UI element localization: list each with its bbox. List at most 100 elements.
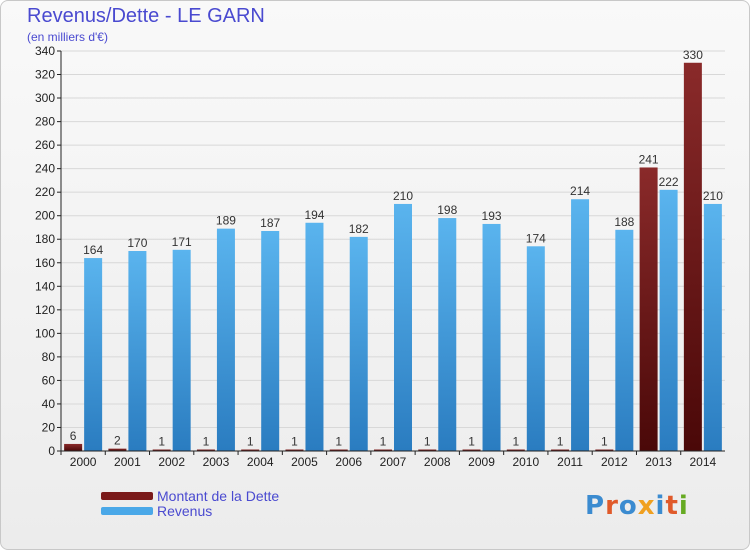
bar-revenue xyxy=(172,249,191,451)
data-label-revenue: 170 xyxy=(127,236,147,250)
bar-debt xyxy=(152,449,171,451)
x-tick-label: 2000 xyxy=(70,455,97,469)
y-tick-label: 280 xyxy=(35,115,55,129)
x-tick-label: 2014 xyxy=(690,455,717,469)
bar-revenue xyxy=(659,189,678,451)
y-tick-label: 80 xyxy=(42,350,56,364)
bar-debt xyxy=(506,449,525,451)
x-tick-label: 2011 xyxy=(557,455,583,469)
y-tick-label: 180 xyxy=(35,232,55,246)
y-tick-label: 60 xyxy=(42,373,56,387)
x-tick-label: 2005 xyxy=(291,455,318,469)
y-axis-ticks: 0 20 40 60 80 100 120 140 160 180 200 220 240 260 280 3… xyxy=(35,44,61,458)
legend-label-revenue: Revenus xyxy=(157,502,213,519)
x-tick-label: 2013 xyxy=(645,455,672,469)
data-label-revenue: 222 xyxy=(659,175,679,189)
y-tick-label: 220 xyxy=(35,185,55,199)
bar-revenue xyxy=(703,203,722,451)
data-label-revenue: 182 xyxy=(349,222,369,236)
data-labels: 6 164 2 170 1 171 1 189 1 187 1 194 1 182 1 210 1 198 1 193… xyxy=(70,48,723,449)
data-label-debt: 1 xyxy=(291,435,298,449)
y-tick-label: 260 xyxy=(35,138,55,152)
bar-revenue xyxy=(394,203,412,451)
data-label-debt: 6 xyxy=(70,429,77,443)
bar-debt xyxy=(329,449,348,451)
data-label-debt: 1 xyxy=(380,435,387,449)
bar-revenue xyxy=(349,236,368,451)
data-label-revenue: 210 xyxy=(703,189,723,203)
x-tick-label: 2006 xyxy=(335,455,362,469)
bar-revenue xyxy=(615,229,634,451)
bar-debt xyxy=(196,449,215,451)
data-label-revenue: 198 xyxy=(437,203,457,217)
x-tick-label: 2003 xyxy=(203,455,230,469)
bar-debt xyxy=(64,443,83,451)
data-label-debt: 1 xyxy=(512,435,519,449)
y-tick-label: 100 xyxy=(35,326,55,340)
logo-letter: x xyxy=(637,491,656,521)
x-axis-ticks: 2000 2001 2002 2003 2004 2005 2006 2007 2008 2009… xyxy=(60,451,717,469)
bar-revenue xyxy=(128,251,147,451)
bar-revenue xyxy=(84,258,103,451)
bar-debt xyxy=(374,449,392,451)
logo-letter: P xyxy=(585,491,606,521)
bar-debt xyxy=(683,62,702,451)
bar-debt xyxy=(462,449,481,451)
logo-letter: t xyxy=(665,491,679,521)
legend-item-revenue: Revenus xyxy=(101,502,279,519)
bar-revenue xyxy=(482,223,501,451)
data-label-debt: 1 xyxy=(468,435,475,449)
logo-letter: o xyxy=(618,491,638,521)
chart-title: Revenus/Dette - LE GARN xyxy=(27,5,265,27)
data-label-revenue: 193 xyxy=(482,209,502,223)
bar-revenue xyxy=(305,222,324,451)
proxiti-logo: Proxiti xyxy=(585,491,689,521)
data-label-debt: 2 xyxy=(114,434,121,448)
legend-label-debt: Montant de la Dette xyxy=(157,487,280,504)
data-label-revenue: 164 xyxy=(83,243,103,257)
legend: Montant de la Dette Revenus xyxy=(101,487,280,519)
x-tick-label: 2004 xyxy=(247,455,274,469)
bar-debt xyxy=(418,449,437,451)
bar-debt xyxy=(285,449,304,451)
chart-subtitle: (en milliers d'€) xyxy=(27,30,108,44)
bar-revenue xyxy=(438,218,457,451)
data-label-debt: 1 xyxy=(601,435,608,449)
bar-debt xyxy=(595,449,614,451)
data-label-revenue: 214 xyxy=(570,184,590,198)
x-tick-label: 2002 xyxy=(158,455,185,469)
bar-revenue xyxy=(526,246,545,451)
data-label-revenue: 188 xyxy=(614,215,634,229)
data-label-revenue: 189 xyxy=(216,214,236,228)
bar-revenue xyxy=(261,231,280,451)
bar-debt xyxy=(241,449,260,451)
y-tick-label: 0 xyxy=(48,444,55,458)
data-label-debt: 1 xyxy=(203,435,210,449)
y-tick-label: 20 xyxy=(42,420,56,434)
y-tick-label: 200 xyxy=(35,209,55,223)
x-tick-label: 2010 xyxy=(512,455,539,469)
y-tick-label: 240 xyxy=(35,162,55,176)
y-tick-label: 40 xyxy=(42,397,56,411)
logo-letter: i xyxy=(678,491,689,521)
bar-debt xyxy=(551,449,570,451)
x-tick-label: 2007 xyxy=(380,455,407,469)
y-tick-label: 120 xyxy=(35,303,55,317)
data-label-revenue: 187 xyxy=(260,216,280,230)
bars xyxy=(64,62,722,451)
bar-debt xyxy=(639,167,658,451)
data-label-debt: 1 xyxy=(557,435,564,449)
y-tick-label: 300 xyxy=(35,91,55,105)
legend-swatch-debt xyxy=(101,491,153,500)
data-label-debt: 1 xyxy=(158,435,165,449)
legend-swatch-revenue xyxy=(101,506,153,515)
y-tick-label: 320 xyxy=(35,68,55,82)
data-label-revenue: 194 xyxy=(304,208,324,222)
data-label-debt: 241 xyxy=(639,152,659,166)
logo-letter: r xyxy=(605,491,619,521)
y-tick-label: 340 xyxy=(35,44,55,58)
legend-item-debt: Montant de la Dette xyxy=(101,487,280,504)
x-tick-label: 2012 xyxy=(601,455,628,469)
